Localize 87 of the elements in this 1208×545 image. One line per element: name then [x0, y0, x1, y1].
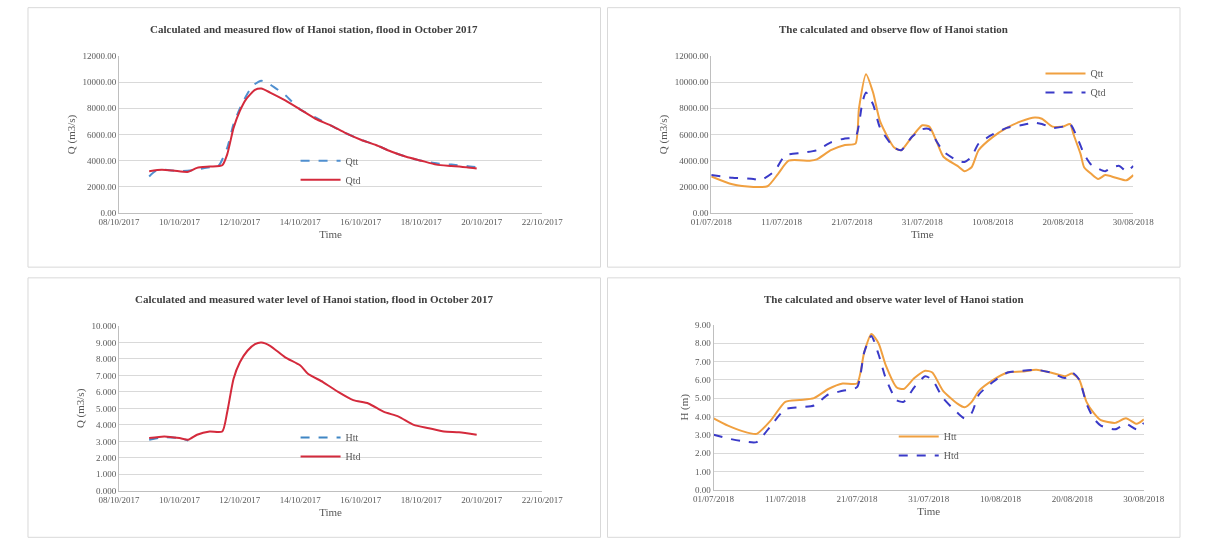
y-tick-label: 6000.00: [86, 129, 117, 140]
y-tick-label: 4000.00: [86, 155, 117, 166]
y-tick-label: 0.00: [100, 208, 117, 219]
y-tick-label: 0.00: [692, 208, 709, 219]
y-tick-label: 10.000: [91, 321, 117, 332]
legend-label: Htt: [345, 432, 359, 444]
y-tick-label: 4.00: [695, 411, 712, 422]
x-tick-label: 08/10/2017: [98, 494, 140, 505]
line-series: [148, 341, 478, 441]
y-tick-label: 8.000: [95, 354, 117, 365]
x-tick-label: 10/10/2017: [158, 494, 201, 505]
legend-label: Qtt: [345, 155, 359, 167]
y-tick-label: 0.00: [695, 484, 712, 495]
x-axis-title: Time: [319, 505, 343, 518]
x-tick-label: 12/10/2017: [219, 216, 261, 227]
chart-title: The calculated and observe flow of Hanoi station: [779, 23, 1008, 35]
y-tick-label: 10000.00: [82, 77, 117, 88]
x-axis-title: Time: [319, 228, 343, 241]
chart-title: Calculated and measured flow of Hanoi station, flood in October 2017: [150, 23, 478, 35]
x-tick-label: 22/10/2017: [521, 216, 564, 227]
y-tick-label: 2000.00: [679, 182, 709, 193]
y-tick-label: 6000.00: [679, 129, 709, 140]
chart-title: The calculated and observe water level of Hanoi station: [764, 293, 1024, 305]
x-tick-label: 14/10/2017: [279, 216, 322, 227]
x-tick-label: 08/10/2017: [98, 216, 140, 227]
x-tick-label: 20/08/2018: [1042, 216, 1085, 227]
x-tick-label: 01/07/2018: [690, 216, 733, 227]
y-tick-label: 2000.00: [86, 182, 117, 193]
y-axis-title: Q (m3/s): [74, 388, 88, 429]
x-tick-label: 10/10/2017: [158, 216, 201, 227]
y-tick-label: 4.000: [95, 420, 117, 431]
legend-label: Htd: [943, 450, 959, 462]
x-tick-label: 30/08/2018: [1123, 493, 1165, 504]
y-tick-label: 8000.00: [679, 103, 709, 114]
x-tick-label: 20/08/2018: [1051, 493, 1094, 504]
y-tick-label: 8000.00: [86, 103, 117, 114]
y-tick-label: 7.000: [95, 370, 117, 381]
x-axis-title: Time: [917, 504, 941, 517]
y-tick-label: 5.00: [695, 393, 712, 404]
y-tick-label: 5.000: [95, 403, 117, 414]
x-tick-label: 31/07/2018: [908, 493, 950, 504]
y-axis-title: Q (m3/s): [657, 114, 671, 155]
legend-label: Qtd: [1090, 87, 1106, 99]
y-tick-label: 6.00: [695, 375, 712, 386]
y-tick-label: 6.000: [95, 387, 117, 398]
x-tick-label: 30/08/2018: [1112, 216, 1155, 227]
y-axis-title: Q (m3/s): [65, 114, 79, 155]
x-tick-label: 10/08/2018: [979, 493, 1022, 504]
x-tick-label: 11/07/2018: [761, 216, 803, 227]
x-tick-label: 20/10/2017: [461, 216, 503, 227]
y-tick-label: 2.00: [695, 448, 712, 459]
legend-label: Htt: [943, 431, 957, 443]
y-tick-label: 12000.00: [674, 50, 709, 61]
y-tick-label: 10000.00: [674, 77, 709, 88]
legend-label: Qtt: [1090, 68, 1104, 80]
x-axis-title: Time: [910, 228, 934, 241]
line-series: [711, 91, 1134, 182]
y-tick-label: 0.000: [95, 485, 117, 496]
y-axis-title: H (m): [677, 393, 691, 421]
x-tick-label: 21/07/2018: [836, 493, 879, 504]
y-tick-label: 8.00: [695, 338, 712, 349]
x-tick-label: 12/10/2017: [219, 494, 261, 505]
x-tick-label: 11/07/2018: [764, 493, 807, 504]
y-tick-label: 9.000: [95, 337, 117, 348]
y-tick-label: 12000.00: [82, 50, 117, 61]
legend-label: Htd: [345, 451, 361, 463]
x-tick-label: 18/10/2017: [400, 494, 443, 505]
x-tick-label: 21/07/2018: [831, 216, 873, 227]
x-tick-label: 22/10/2017: [521, 494, 564, 505]
legend-label: Qtd: [345, 174, 361, 186]
x-tick-label: 16/10/2017: [340, 494, 382, 505]
y-tick-label: 3.000: [95, 436, 117, 447]
x-tick-label: 31/07/2018: [901, 216, 944, 227]
y-tick-label: 1.00: [695, 466, 712, 477]
x-tick-label: 10/08/2018: [972, 216, 1014, 227]
x-tick-label: 18/10/2017: [400, 216, 443, 227]
y-tick-label: 9.00: [695, 320, 712, 331]
y-tick-label: 3.00: [695, 429, 712, 440]
x-tick-label: 14/10/2017: [279, 494, 322, 505]
y-tick-label: 7.00: [695, 356, 712, 367]
x-tick-label: 01/07/2018: [693, 493, 735, 504]
y-tick-label: 1.000: [95, 469, 117, 480]
chart-title: Calculated and measured water level of Hanoi station, flood in October 2017: [135, 293, 494, 305]
y-tick-label: 2.000: [95, 452, 117, 463]
x-tick-label: 16/10/2017: [340, 216, 382, 227]
x-tick-label: 20/10/2017: [461, 494, 503, 505]
y-tick-label: 4000.00: [679, 155, 709, 166]
